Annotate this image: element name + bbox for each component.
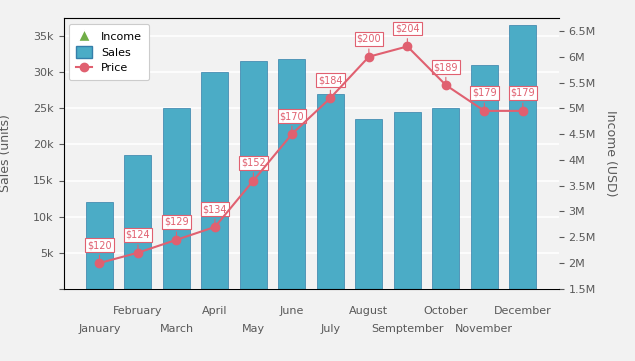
Text: June: June	[280, 306, 304, 316]
Price	[134, 251, 142, 255]
Price	[326, 96, 334, 100]
Line: Price: Price	[95, 42, 527, 267]
Bar	[471, 65, 498, 289]
Bar	[278, 59, 305, 289]
Text: October: October	[424, 306, 468, 316]
Text: February: February	[113, 306, 163, 316]
Text: November: November	[455, 324, 513, 334]
Price	[481, 109, 488, 113]
Bar	[201, 72, 229, 289]
Price	[365, 55, 373, 59]
Text: Semptember: Semptember	[371, 324, 444, 334]
Text: $179: $179	[511, 88, 535, 108]
Text: $170: $170	[279, 111, 304, 131]
Bar	[163, 108, 190, 289]
Bar	[394, 112, 421, 289]
Bar	[86, 202, 113, 289]
Text: March: March	[159, 324, 194, 334]
Text: $200: $200	[357, 34, 381, 54]
Text: August: August	[349, 306, 389, 316]
Price	[96, 261, 104, 265]
Text: $189: $189	[434, 62, 458, 82]
Text: $152: $152	[241, 158, 266, 178]
Text: December: December	[494, 306, 552, 316]
Bar	[240, 61, 267, 289]
Bar	[317, 94, 344, 289]
Text: July: July	[320, 324, 340, 334]
Text: $184: $184	[318, 75, 343, 95]
Price	[173, 238, 180, 242]
Price	[404, 44, 411, 49]
Text: January: January	[78, 324, 121, 334]
Price	[442, 83, 450, 87]
Price	[250, 178, 257, 183]
Text: $120: $120	[87, 240, 112, 260]
Legend: Income, Sales, Price: Income, Sales, Price	[69, 23, 149, 80]
Text: $204: $204	[395, 23, 420, 44]
Text: $134: $134	[203, 204, 227, 224]
Text: $124: $124	[126, 230, 150, 250]
Text: $129: $129	[164, 217, 189, 237]
Text: May: May	[242, 324, 265, 334]
Text: April: April	[202, 306, 228, 316]
Bar	[432, 108, 459, 289]
Bar	[124, 155, 151, 289]
Y-axis label: Income (USD): Income (USD)	[604, 110, 617, 197]
Bar	[509, 25, 537, 289]
Price	[211, 225, 218, 229]
Bar	[356, 119, 382, 289]
Price	[519, 109, 526, 113]
Text: $179: $179	[472, 88, 497, 108]
Y-axis label: Sales (units): Sales (units)	[0, 114, 12, 192]
Price	[288, 132, 296, 136]
